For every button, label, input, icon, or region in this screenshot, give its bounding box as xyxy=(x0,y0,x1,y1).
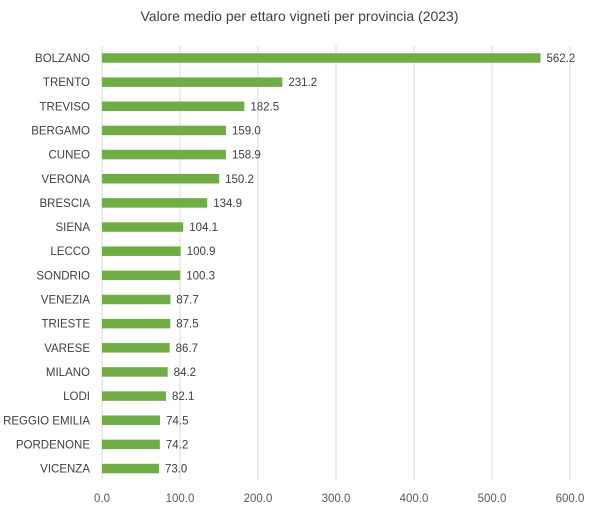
data-label: 74.2 xyxy=(166,439,188,451)
bar xyxy=(102,222,184,232)
chart-title: Valore medio per ettaro vigneti per prov… xyxy=(140,8,459,24)
data-label: 87.5 xyxy=(176,319,198,331)
bar xyxy=(102,198,208,208)
bar xyxy=(102,415,161,425)
x-tick-label: 600.0 xyxy=(556,493,585,505)
bar xyxy=(102,391,167,401)
category-label: PORDENONE xyxy=(16,439,90,451)
data-label: 562.2 xyxy=(547,53,576,65)
bar xyxy=(102,343,170,353)
data-label: 82.1 xyxy=(172,391,194,403)
category-label: MILANO xyxy=(46,367,90,379)
category-label: BERGAMO xyxy=(31,125,90,137)
bar xyxy=(102,270,181,281)
category-label: VARESE xyxy=(44,343,90,355)
x-tick-label: 200.0 xyxy=(244,493,273,505)
category-label: VENEZIA xyxy=(41,295,91,307)
bar xyxy=(102,246,181,256)
x-tick-label: 500.0 xyxy=(478,493,507,505)
bar xyxy=(102,294,171,305)
bar xyxy=(102,149,226,160)
data-label: 182.5 xyxy=(250,101,279,113)
data-label: 134.9 xyxy=(213,198,242,210)
category-label: SONDRIO xyxy=(36,270,90,282)
category-label: CUNEO xyxy=(48,150,90,162)
category-label: LODI xyxy=(63,391,90,403)
data-label: 158.9 xyxy=(232,150,261,162)
x-tick-label: 0.0 xyxy=(94,493,110,505)
data-label: 87.7 xyxy=(176,295,198,307)
bar xyxy=(102,367,168,377)
data-label: 100.9 xyxy=(187,246,216,258)
x-tick-label: 300.0 xyxy=(322,493,351,505)
bar-layer xyxy=(102,53,541,474)
bar xyxy=(102,125,227,136)
x-tick-label: 400.0 xyxy=(400,493,429,505)
category-label: LECCO xyxy=(50,246,90,258)
bar xyxy=(102,439,160,450)
category-label: REGGIO EMILIA xyxy=(3,415,90,427)
data-label: 104.1 xyxy=(189,222,218,234)
category-label: VICENZA xyxy=(40,464,90,476)
data-label: 74.5 xyxy=(166,415,188,427)
category-label: SIENA xyxy=(55,222,90,234)
bar xyxy=(102,318,171,329)
category-label: TRIESTE xyxy=(41,319,90,331)
bar xyxy=(102,101,245,112)
category-label: VERONA xyxy=(41,174,90,186)
data-label: 73.0 xyxy=(165,464,187,476)
bar xyxy=(102,463,159,474)
data-label: 150.2 xyxy=(225,174,254,186)
category-label: TREVISO xyxy=(40,101,91,113)
bar xyxy=(102,77,283,87)
data-label: 159.0 xyxy=(232,125,261,137)
axis-layer: 0.0 100.0 200.0 300.0 400.0 500.0 600.0 xyxy=(94,493,584,505)
data-label: 231.2 xyxy=(288,77,317,89)
x-tick-label: 100.0 xyxy=(166,493,195,505)
data-label: 100.3 xyxy=(186,270,215,282)
bar xyxy=(102,53,541,63)
label-layer: BOLZANO 562.2 TRENTO 231.2 TREVISO 182.5 BERGA… xyxy=(3,53,575,476)
data-label: 86.7 xyxy=(176,343,198,355)
category-label: BOLZANO xyxy=(35,53,90,65)
data-label: 84.2 xyxy=(174,367,196,379)
category-label: TRENTO xyxy=(43,77,90,89)
grid-layer xyxy=(101,46,571,480)
category-label: BRESCIA xyxy=(40,198,91,210)
bar xyxy=(102,174,220,184)
